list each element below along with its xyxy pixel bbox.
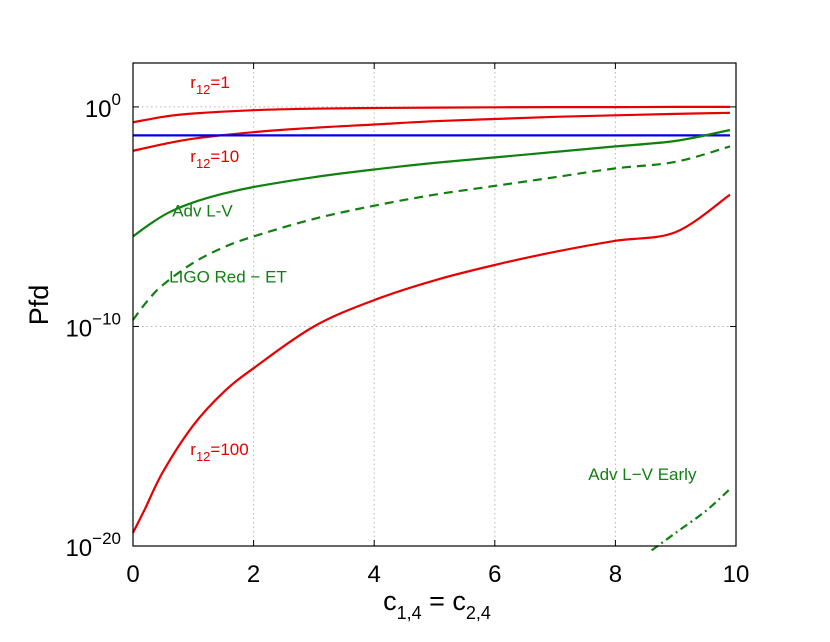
series-line-ligo-red-et [132, 145, 731, 321]
tick-labels: 0 2 4 6 8 10 100 10−10 10−20 [65, 90, 749, 588]
series-line-adv-l-v [132, 128, 731, 238]
x-tick-label: 6 [488, 561, 501, 588]
axis-ticks [132, 63, 737, 547]
x-tick-label: 0 [126, 561, 139, 588]
x-tick-label: 8 [609, 561, 622, 588]
x-axis-label: c1,4 = c2,4 [383, 586, 491, 623]
x-tick-label: 10 [723, 561, 750, 588]
annotation-r100: r12=100 [190, 440, 248, 464]
y-tick-label: 100 [85, 90, 121, 123]
x-tick-label: 4 [368, 561, 381, 588]
x-tick-label: 2 [247, 561, 260, 588]
series-line-r12-1 [132, 105, 730, 124]
y-tick-label: 10−10 [65, 309, 121, 342]
y-axis-label: Pfd [24, 285, 54, 326]
annotation-r10: r12=10 [190, 147, 239, 171]
annotation-r1: r12=1 [190, 73, 230, 97]
annotation-ligo: LIGO Red − ET [169, 268, 287, 287]
annotation-early: Adv L−V Early [588, 465, 697, 484]
annotation-advlv: Adv L-V [172, 202, 233, 221]
annotations: r12=1 r12=10 r12=100 Adv L-V LIGO Red − ET Ad… [169, 73, 697, 484]
series-lines [132, 105, 731, 552]
series-line-r12-10 [132, 111, 731, 152]
series-line-r12-100 [132, 193, 731, 534]
y-tick-label: 10−20 [65, 529, 121, 562]
plot-frame [132, 62, 737, 547]
series-line-adv-l-v-early [650, 488, 731, 552]
